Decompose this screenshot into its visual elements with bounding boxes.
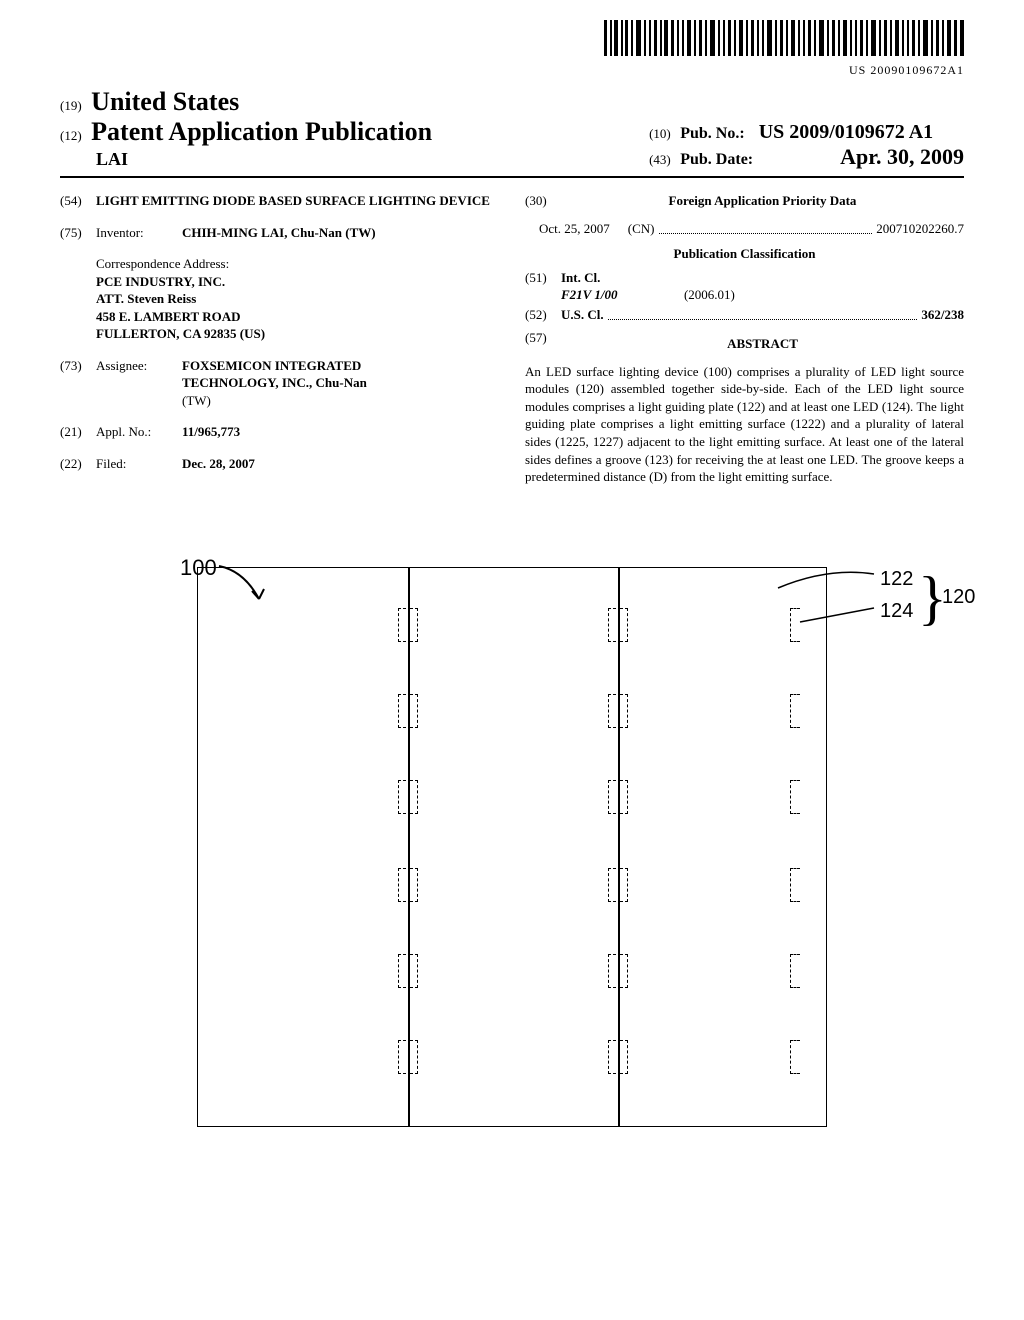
ref-122: 122 <box>880 568 913 591</box>
led-pair <box>398 868 418 902</box>
assignee-row: (73) Assignee: FOXSEMICON INTEGRATED TEC… <box>60 357 499 410</box>
pubdate: Apr. 30, 2009 <box>840 144 964 169</box>
led-pair <box>608 608 628 642</box>
code-51: (51) <box>525 269 561 304</box>
uscl-row: (52) U.S. Cl. 362/238 <box>525 306 964 324</box>
assignee-label: Assignee: <box>96 357 182 410</box>
code-30: (30) <box>525 192 561 216</box>
title-row: (54) LIGHT EMITTING DIODE BASED SURFACE … <box>60 192 499 210</box>
led-pair <box>608 1040 628 1074</box>
assignee-value: FOXSEMICON INTEGRATED TECHNOLOGY, INC., … <box>182 357 499 410</box>
led-pair <box>398 954 418 988</box>
barcode: US 20090109672A1 <box>604 20 964 78</box>
code-54: (54) <box>60 192 96 210</box>
corr-line-3: 458 E. LAMBERT ROAD <box>96 308 499 326</box>
inventor-name: CHIH-MING LAI, Chu-Nan (TW) <box>182 224 499 242</box>
corr-line-4: FULLERTON, CA 92835 (US) <box>96 325 499 343</box>
dotted-leader-1 <box>659 233 873 234</box>
abstract-text: An LED surface lighting device (100) com… <box>525 363 964 486</box>
applno-row: (21) Appl. No.: 11/965,773 <box>60 423 499 441</box>
intcl-line: F21V 1/00 (2006.01) <box>561 286 964 304</box>
foreign-data-row: Oct. 25, 2007 (CN) 200710202260.7 <box>539 220 964 238</box>
filed-date: Dec. 28, 2007 <box>182 455 499 473</box>
uscl-label: U.S. Cl. <box>561 306 604 324</box>
filed-row: (22) Filed: Dec. 28, 2007 <box>60 455 499 473</box>
body-columns: (54) LIGHT EMITTING DIODE BASED SURFACE … <box>60 192 964 487</box>
pubclass-title: Publication Classification <box>525 245 964 263</box>
author-name: LAI <box>96 149 432 170</box>
code-73: (73) <box>60 357 96 410</box>
corr-label: Correspondence Address: <box>96 255 499 273</box>
led-pair <box>398 780 418 814</box>
code-57: (57) <box>525 329 561 359</box>
abstract-header-row: (57) ABSTRACT <box>525 329 964 359</box>
intcl-year: (2006.01) <box>684 287 735 302</box>
ref-120: 120 <box>942 586 975 609</box>
dotted-leader-2 <box>608 319 918 320</box>
assignee-l1: FOXSEMICON INTEGRATED <box>182 357 499 375</box>
foreign-title: Foreign Application Priority Data <box>561 192 964 210</box>
code-52: (52) <box>525 306 561 324</box>
intcl-block: Int. Cl. F21V 1/00 (2006.01) <box>561 269 964 304</box>
led-pair <box>608 868 628 902</box>
led-pair <box>608 694 628 728</box>
led-pair <box>398 608 418 642</box>
header: (19) United States (12) Patent Applicati… <box>60 87 964 178</box>
intcl-label: Int. Cl. <box>561 269 964 287</box>
code-12: (12) <box>60 128 82 143</box>
assignee-l2: TECHNOLOGY, INC., Chu-Nan <box>182 374 499 392</box>
pubno-label: Pub. No.: <box>680 125 744 142</box>
led-half <box>790 608 800 642</box>
code-22: (22) <box>60 455 96 473</box>
code-43: (43) <box>649 152 671 167</box>
ref-124: 124 <box>880 600 913 623</box>
country: United States <box>91 87 239 116</box>
inventor-label: Inventor: <box>96 224 182 242</box>
led-half <box>790 868 800 902</box>
filed-label: Filed: <box>96 455 182 473</box>
code-10: (10) <box>649 126 671 141</box>
assignee-l3: (TW) <box>182 392 499 410</box>
led-half <box>790 694 800 728</box>
led-half <box>790 1040 800 1074</box>
abstract-title: ABSTRACT <box>561 335 964 353</box>
figure: 100 122 124 } 120 <box>60 567 964 1127</box>
foreign-country: (CN) <box>628 220 655 238</box>
uscl-val: 362/238 <box>921 306 964 324</box>
left-column: (54) LIGHT EMITTING DIODE BASED SURFACE … <box>60 192 499 487</box>
foreign-date: Oct. 25, 2007 <box>539 220 610 238</box>
intcl-row: (51) Int. Cl. F21V 1/00 (2006.01) <box>525 269 964 304</box>
publication-type: Patent Application Publication <box>91 117 432 146</box>
corr-line-1: PCE INDUSTRY, INC. <box>96 273 499 291</box>
led-pair <box>398 1040 418 1074</box>
inventor-row: (75) Inventor: CHIH-MING LAI, Chu-Nan (T… <box>60 224 499 242</box>
led-pair <box>398 694 418 728</box>
code-75: (75) <box>60 224 96 242</box>
corr-line-2: ATT. Steven Reiss <box>96 290 499 308</box>
pubno: US 2009/0109672 A1 <box>759 121 933 143</box>
barcode-text: US 20090109672A1 <box>604 63 964 78</box>
pubdate-label: Pub. Date: <box>680 151 753 168</box>
foreign-row: (30) Foreign Application Priority Data <box>525 192 964 216</box>
right-column: (30) Foreign Application Priority Data O… <box>525 192 964 487</box>
header-left: (19) United States (12) Patent Applicati… <box>60 87 432 170</box>
correspondence-address: Correspondence Address: PCE INDUSTRY, IN… <box>96 255 499 343</box>
intcl-class: F21V 1/00 <box>561 287 617 302</box>
applno: 11/965,773 <box>182 423 499 441</box>
applno-label: Appl. No.: <box>96 423 182 441</box>
code-21: (21) <box>60 423 96 441</box>
barcode-region: US 20090109672A1 <box>60 20 964 79</box>
diagram: 122 124 } 120 <box>197 567 827 1127</box>
invention-title: LIGHT EMITTING DIODE BASED SURFACE LIGHT… <box>96 192 499 210</box>
led-half <box>790 954 800 988</box>
led-half <box>790 780 800 814</box>
code-19: (19) <box>60 98 82 113</box>
header-right: (10) Pub. No.: US 2009/0109672 A1 (43) P… <box>649 121 964 170</box>
led-pair <box>608 954 628 988</box>
foreign-num: 200710202260.7 <box>876 220 964 238</box>
led-pair <box>608 780 628 814</box>
barcode-svg <box>604 20 964 56</box>
